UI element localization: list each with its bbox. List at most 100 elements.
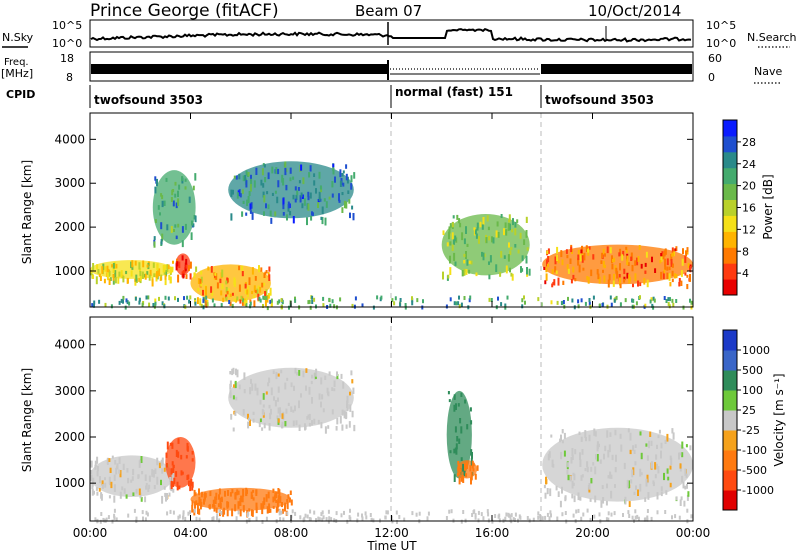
velocity-speckle-736 bbox=[349, 516, 352, 521]
power-speckle-615 bbox=[639, 282, 642, 287]
velocity-speckle-246 bbox=[213, 505, 216, 512]
power-speckle-40 bbox=[138, 278, 141, 282]
velocity-speckle-624 bbox=[660, 491, 663, 497]
power-speckle-759 bbox=[497, 296, 499, 301]
velocity-speckle-198 bbox=[242, 505, 245, 513]
power-colorbar-swatch-0 bbox=[723, 279, 737, 296]
cpid-label: CPID bbox=[6, 88, 35, 101]
power-speckle-67 bbox=[172, 260, 174, 264]
power-speckle-148 bbox=[177, 198, 180, 207]
power-speckle-907 bbox=[322, 296, 325, 301]
velocity-speckle-757 bbox=[494, 514, 497, 518]
velocity-speckle-127 bbox=[189, 485, 192, 492]
velocity-speckle-369 bbox=[277, 386, 280, 393]
velocity-speckle-509 bbox=[623, 462, 626, 470]
power-speckle-642 bbox=[638, 245, 641, 250]
power-speckle-889 bbox=[128, 301, 131, 306]
noise-panel: N.Sky 10^5 10^0 10^5 10^0 N.Search bbox=[2, 19, 797, 50]
velocity-speckle-310 bbox=[273, 396, 275, 401]
power-speckle-437 bbox=[474, 228, 477, 235]
power-speckle-869 bbox=[278, 299, 281, 304]
velocity-speckle-238 bbox=[226, 502, 229, 509]
power-speckle-474 bbox=[458, 218, 461, 224]
velocity-speckle-275 bbox=[331, 409, 334, 415]
velocity-speckle-149 bbox=[266, 506, 269, 514]
power-speckle-31 bbox=[112, 277, 115, 285]
power-speckle-578 bbox=[660, 256, 663, 262]
power-colorbar-swatch-9 bbox=[723, 135, 737, 153]
power-speckle-287 bbox=[250, 202, 253, 209]
velocity-speckle-51 bbox=[116, 463, 119, 470]
velocity-speckle-741 bbox=[189, 510, 191, 515]
power-speckle-562 bbox=[671, 247, 674, 253]
velocity-speckle-80 bbox=[131, 476, 134, 481]
power-speckle-623 bbox=[572, 266, 575, 273]
velocity-speckle-392 bbox=[232, 427, 235, 432]
velocity-speckle-299 bbox=[230, 413, 233, 420]
power-speckle-187 bbox=[219, 278, 222, 284]
velocity-speckle-538 bbox=[584, 468, 587, 472]
power-speckle-639 bbox=[567, 268, 570, 274]
velocity-speckle-814 bbox=[477, 518, 480, 523]
velocity-speckle-270 bbox=[296, 372, 299, 376]
power-speckle-632 bbox=[637, 256, 640, 262]
power-speckle-684 bbox=[612, 259, 614, 263]
velocity-speckle-370 bbox=[268, 423, 271, 431]
velocity-speckle-607 bbox=[660, 450, 662, 459]
velocity-speckle-788 bbox=[646, 515, 649, 520]
power-speckle-255 bbox=[200, 270, 203, 275]
power-speckle-556 bbox=[664, 258, 667, 267]
velocity-speckle-17 bbox=[164, 492, 167, 497]
power-speckle-170 bbox=[216, 282, 219, 289]
power-speckle-167 bbox=[182, 273, 185, 279]
velocity-speckle-237 bbox=[236, 489, 239, 496]
velocity-speckle-69 bbox=[96, 456, 99, 464]
velocity-speckle-703 bbox=[426, 516, 429, 521]
velocity-speckle-427 bbox=[455, 449, 458, 455]
velocity-speckle-121 bbox=[175, 471, 178, 477]
power-speckle-13 bbox=[146, 271, 149, 275]
power-speckle-537 bbox=[600, 260, 603, 264]
power-speckle-786 bbox=[665, 299, 668, 303]
power-speckle-611 bbox=[554, 266, 557, 273]
velocity-speckle-467 bbox=[629, 449, 632, 455]
power-speckle-24 bbox=[152, 262, 155, 268]
power-speckle-70 bbox=[170, 266, 172, 274]
velocity-speckle-232 bbox=[197, 507, 199, 515]
velocity-speckle-221 bbox=[275, 500, 278, 503]
power-speckle-506 bbox=[503, 255, 506, 259]
velocity-speckle-834 bbox=[142, 516, 144, 521]
power-speckle-554 bbox=[551, 269, 554, 274]
velocity-speckle-567 bbox=[614, 484, 616, 488]
velocity-speckle-742 bbox=[582, 512, 585, 517]
cpid-segment-1: twofsound 3503 bbox=[94, 93, 203, 107]
velocity-speckle-424 bbox=[454, 426, 457, 433]
power-speckle-910 bbox=[328, 298, 331, 303]
power-speckle-890 bbox=[652, 305, 655, 310]
velocity-speckle-293 bbox=[311, 420, 313, 426]
velocity-speckle-253 bbox=[276, 506, 279, 512]
velocity-speckle-748 bbox=[105, 517, 108, 522]
velocity-speckle-501 bbox=[581, 474, 584, 478]
power-speckle-757 bbox=[669, 297, 671, 302]
power-speckle-705 bbox=[394, 296, 397, 301]
velocity-speckle-563 bbox=[639, 483, 642, 492]
velocity-speckle-816 bbox=[313, 510, 316, 515]
velocity-speckle-704 bbox=[304, 513, 307, 518]
power-speckle-404 bbox=[352, 213, 355, 221]
power-speckle-529 bbox=[661, 251, 664, 259]
power-speckle-886 bbox=[183, 296, 185, 301]
velocity-speckle-556 bbox=[669, 482, 672, 488]
power-ytick-label-3: 4000 bbox=[54, 132, 85, 146]
power-speckle-326 bbox=[289, 210, 292, 216]
velocity-speckle-458 bbox=[458, 476, 461, 485]
power-speckle-435 bbox=[466, 259, 469, 266]
power-speckle-271 bbox=[341, 207, 344, 213]
velocity-speckle-669 bbox=[613, 511, 616, 516]
power-speckle-468 bbox=[499, 272, 502, 277]
velocity-speckle-405 bbox=[460, 392, 463, 397]
power-speckle-876 bbox=[592, 295, 595, 300]
power-speckle-637 bbox=[546, 263, 549, 268]
power-speckle-149 bbox=[191, 220, 193, 226]
